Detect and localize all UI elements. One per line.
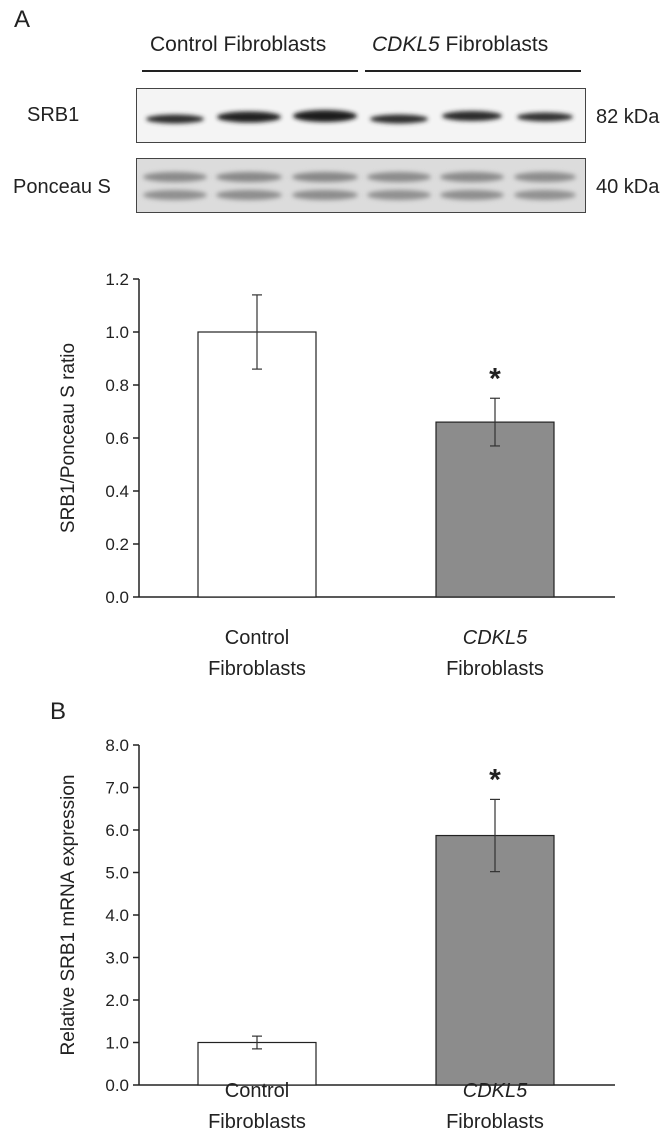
blot-ponceau-bands bbox=[143, 172, 576, 200]
chart-a-ytick-label: 0.0 bbox=[105, 588, 129, 607]
blot-srb1-bands bbox=[146, 110, 573, 124]
blot-group-cdkl5-gene: CDKL5 bbox=[372, 33, 440, 56]
panel-a-letter: A bbox=[14, 6, 31, 33]
blot-ponceau-band-1-bottom bbox=[143, 190, 207, 200]
blot-srb1-band-2 bbox=[217, 111, 281, 123]
blot-srb1-band-6 bbox=[517, 112, 573, 122]
blot-ponceau-band-5-bottom bbox=[440, 190, 504, 200]
blot-srb1-band-5 bbox=[442, 111, 502, 121]
blot-ponceau-band-5-top bbox=[440, 172, 504, 182]
blot-ponceau-band-2-top bbox=[216, 172, 282, 182]
chart-b-ytick-label: 2.0 bbox=[105, 991, 129, 1010]
chart-b-ytick-label: 0.0 bbox=[105, 1076, 129, 1095]
chart-a-category-label-line1: CDKL5 bbox=[463, 627, 528, 649]
blot-ponceau-band-2-bottom bbox=[216, 190, 282, 200]
chart-a-ytick-label: 0.8 bbox=[105, 376, 129, 395]
chart-a-ytick-label: 0.2 bbox=[105, 535, 129, 554]
chart-b-significance-marker: * bbox=[489, 763, 501, 796]
chart-b-category-label-line2: Fibroblasts bbox=[208, 1111, 306, 1132]
blot-ponceau-band-4-top bbox=[367, 172, 431, 182]
chart-a-ylabel: SRB1/Ponceau S ratio bbox=[58, 343, 79, 533]
chart-b-ytick-label: 5.0 bbox=[105, 864, 129, 883]
blot-ponceau-band-3-bottom bbox=[292, 190, 358, 200]
blot-group-control-label: Control Fibroblasts bbox=[150, 33, 327, 56]
blot-group-control-underline bbox=[142, 70, 358, 72]
chart-b-ytick-label: 1.0 bbox=[105, 1034, 129, 1053]
blot-row-srb1-marker: 82 kDa bbox=[596, 106, 660, 128]
blot-srb1-band-3 bbox=[293, 110, 357, 122]
blot-ponceau-band-6-top bbox=[514, 172, 576, 182]
blot-ponceau-band-1-top bbox=[143, 172, 207, 182]
blot-row-srb1-label: SRB1 bbox=[27, 104, 80, 126]
chart-a-category-label-line2: Fibroblasts bbox=[208, 658, 306, 680]
blot-srb1-band-4 bbox=[370, 114, 428, 124]
chart-a-bar bbox=[435, 421, 555, 598]
chart-a-significance-marker: * bbox=[489, 362, 501, 395]
blot-srb1-image bbox=[136, 88, 586, 143]
chart-b-bar bbox=[435, 834, 555, 1086]
chart-b-bar bbox=[197, 1041, 317, 1086]
blot-group-cdkl5-label: CDKL5 Fibroblasts bbox=[372, 33, 548, 57]
blot-ponceau-band-6-bottom bbox=[514, 190, 576, 200]
chart-b-category-label-line2: Fibroblasts bbox=[446, 1111, 544, 1132]
blot-group-cdkl5-underline bbox=[365, 70, 581, 72]
blot-group-cdkl5-suffix: Fibroblasts bbox=[439, 33, 549, 56]
chart-a-ytick-label: 0.6 bbox=[105, 429, 129, 448]
blot-srb1-band-1 bbox=[146, 114, 204, 124]
chart-a-ytick-label: 1.2 bbox=[105, 270, 129, 289]
chart-a-category-label-line2: Fibroblasts bbox=[446, 658, 544, 680]
chart-b-ytick-label: 4.0 bbox=[105, 906, 129, 925]
panel-b-letter: B bbox=[50, 698, 67, 725]
chart-b-category-label-line1: CDKL5 bbox=[463, 1080, 528, 1102]
chart-a-bar bbox=[197, 331, 317, 598]
blot-ponceau-image bbox=[136, 158, 586, 213]
blot-row-ponceau-marker: 40 kDa bbox=[596, 176, 660, 198]
chart-b-ytick-label: 7.0 bbox=[105, 779, 129, 798]
chart-b-ytick-label: 8.0 bbox=[105, 736, 129, 755]
blot-ponceau-band-3-top bbox=[292, 172, 358, 182]
blot-row-ponceau-label: Ponceau S bbox=[13, 176, 111, 198]
chart-a: 0.0 0.2 0.4 0.6 0.8 1.0 1.2 SRB1/Ponceau S rati… bbox=[58, 270, 615, 680]
chart-b-ylabel: Relative SRB1 mRNA expression bbox=[58, 775, 79, 1056]
blot-ponceau-band-4-bottom bbox=[367, 190, 431, 200]
chart-b-ytick-label: 6.0 bbox=[105, 821, 129, 840]
chart-a-ytick-label: 1.0 bbox=[105, 323, 129, 342]
chart-a-category-label-line1: Control bbox=[225, 627, 289, 649]
chart-b-ytick-label: 3.0 bbox=[105, 949, 129, 968]
chart-b-category-label-line1: Control bbox=[225, 1080, 289, 1102]
chart-b: 0.0 1.0 2.0 3.0 4.0 5.0 6.0 7.0 8.0 Relative SRB1… bbox=[58, 736, 615, 1132]
chart-a-ytick-label: 0.4 bbox=[105, 482, 129, 501]
